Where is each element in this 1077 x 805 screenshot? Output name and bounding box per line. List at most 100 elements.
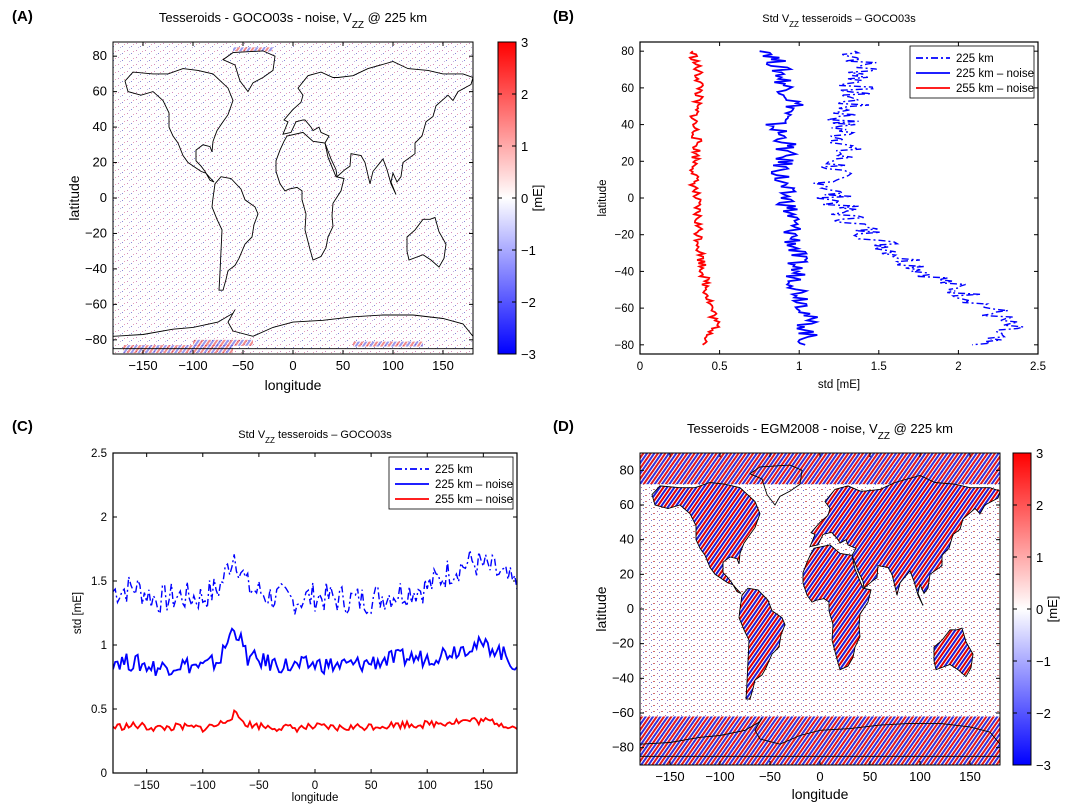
chart-b-legend xyxy=(909,45,1035,99)
chart-a-colorbar-tick-label: −1 xyxy=(521,243,536,258)
chart-b-title: Std VZZ tesseroids – GOCO03s xyxy=(762,13,916,29)
chart-a-ytick-label: −60 xyxy=(85,296,107,311)
chart-a-coastline xyxy=(124,68,234,183)
chart-b-series-line-1 xyxy=(759,50,820,346)
chart-a-ytick-label: −40 xyxy=(85,261,107,276)
chart-d-ytick-label: 20 xyxy=(620,566,634,581)
chart-d-coastline xyxy=(802,544,872,671)
panel-label-a: (A) xyxy=(12,8,33,25)
chart-c-frame xyxy=(112,452,518,774)
panel-label-d: (D) xyxy=(553,418,574,435)
chart-b-xtick-label: 2 xyxy=(955,361,961,373)
chart-d-ytick-label: −40 xyxy=(612,670,634,685)
chart-d-ytick-label: 0 xyxy=(627,601,634,616)
chart-d-colorbar-tick-label: −3 xyxy=(1036,758,1051,773)
chart-d-ylabel: latitude xyxy=(593,586,609,631)
chart-b-xtick-label: 0 xyxy=(637,361,643,373)
chart-b-legend-label-2: 255 km – noise xyxy=(956,83,1034,95)
chart-d-colorbar-tick-label: 2 xyxy=(1036,498,1043,513)
chart-d-ytick-label: −80 xyxy=(612,740,634,755)
chart-b-xtick-label: 1 xyxy=(796,361,802,373)
chart-d-xtick-label: −150 xyxy=(655,769,684,784)
chart-d-colorbar-tick-label: 1 xyxy=(1036,550,1043,565)
chart-a-colorbar-tick-label: 2 xyxy=(521,87,528,102)
chart-c-plot-area xyxy=(113,550,517,734)
chart-d-south-stripes xyxy=(640,716,1000,765)
chart-c-xtick-label: 0 xyxy=(312,780,318,792)
chart-a-ytick-label: −80 xyxy=(85,332,107,347)
chart-b-ytick-label: −60 xyxy=(614,303,634,315)
chart-c-series-line-1 xyxy=(113,627,517,677)
chart-c-title: Std VZZ tesseroids – GOCO03s xyxy=(238,429,392,445)
chart-c-ytick-label: 2.5 xyxy=(91,448,107,460)
chart-b-legend-label-0: 225 km xyxy=(956,53,994,65)
chart-d-xtick-label: −50 xyxy=(759,769,781,784)
chart-a-xtick-label: 100 xyxy=(382,358,404,373)
chart-b-ytick-label: −40 xyxy=(614,266,634,278)
chart-c-series-line-0 xyxy=(113,550,517,616)
chart-a-xtick-label: −150 xyxy=(128,358,157,373)
chart-a-xtick-label: 150 xyxy=(432,358,454,373)
chart-a-ytick-label: 0 xyxy=(100,190,107,205)
chart-a-coastline xyxy=(275,131,345,261)
chart-d-colorbar-label: [mE] xyxy=(1045,596,1060,623)
chart-d-north-stripes xyxy=(640,453,1000,485)
chart-a-ytick-label: −20 xyxy=(85,225,107,240)
chart-c-xlabel: longitude xyxy=(292,792,339,804)
chart-d-xtick-label: 50 xyxy=(863,769,877,784)
chart-d-ytick-label: −60 xyxy=(612,705,634,720)
chart-d-xlabel: longitude xyxy=(792,786,849,802)
chart-a-coastline xyxy=(113,309,473,350)
chart-b-frame xyxy=(639,41,1039,355)
chart-d-coastline xyxy=(749,464,803,506)
chart-b-ytick-label: −20 xyxy=(614,230,634,242)
chart-a-ytick-label: 60 xyxy=(93,84,107,99)
chart-d-xtick-label: 150 xyxy=(959,769,981,784)
chart-b-xtick-label: 2.5 xyxy=(1030,361,1046,373)
chart-b-ytick-label: 80 xyxy=(621,46,634,58)
chart-a-xtick-label: 50 xyxy=(336,358,350,373)
chart-c-xtick-label: 50 xyxy=(365,780,378,792)
chart-c-legend-label-1: 225 km – noise xyxy=(435,479,513,491)
chart-c-ytick-label: 0.5 xyxy=(91,704,107,716)
chart-a-polar-noise xyxy=(353,341,423,347)
chart-a-colorbar-tick-label: −3 xyxy=(521,347,536,362)
chart-a-coastline xyxy=(282,61,473,195)
chart-b-ytick-label: −80 xyxy=(614,340,634,352)
chart-d-ytick-label: −20 xyxy=(612,636,634,651)
chart-b-ylabel: latitude xyxy=(597,179,609,216)
chart-c-ytick-label: 2 xyxy=(101,512,107,524)
chart-d-ytick-label: 40 xyxy=(620,532,634,547)
chart-a-coastline xyxy=(222,50,276,93)
chart-a-polar-noise xyxy=(193,339,253,346)
chart-c-series-line-2 xyxy=(113,709,517,734)
chart-a-xlabel: longitude xyxy=(265,377,322,393)
chart-a-colorbar-tick-label: 3 xyxy=(521,35,528,50)
chart-d-xtick-label: 0 xyxy=(816,769,823,784)
chart-a-xtick-label: −100 xyxy=(178,358,207,373)
chart-d-colorbar-tick-label: −2 xyxy=(1036,706,1051,721)
chart-a-xtick-label: 0 xyxy=(289,358,296,373)
chart-b-legend-label-1: 225 km – noise xyxy=(956,68,1034,80)
chart-b-ytick-label: 20 xyxy=(621,156,634,168)
chart-c-legend-label-0: 225 km xyxy=(435,464,473,476)
chart-a-xtick-label: −50 xyxy=(232,358,254,373)
chart-b-xtick-label: 0.5 xyxy=(712,361,728,373)
chart-c-xtick-label: −100 xyxy=(190,780,216,792)
chart-d-coastline xyxy=(933,627,974,678)
chart-d-colorbar-tick-label: 3 xyxy=(1036,446,1043,461)
chart-d-map-area xyxy=(640,453,1000,765)
chart-c-ytick-label: 0 xyxy=(101,768,107,780)
chart-c-ytick-label: 1.5 xyxy=(91,576,107,588)
chart-c-xtick-label: 150 xyxy=(474,780,493,792)
chart-c-xtick-label: 100 xyxy=(418,780,437,792)
chart-a-ytick-label: 20 xyxy=(93,155,107,170)
chart-d-coastline xyxy=(738,587,786,700)
chart-a-ytick-label: 80 xyxy=(93,48,107,63)
chart-b-ytick-label: 40 xyxy=(621,120,634,132)
chart-a-ylabel: latitude xyxy=(66,175,82,220)
chart-a-field-background xyxy=(113,42,473,354)
chart-c-xtick-label: −50 xyxy=(249,780,269,792)
chart-b-plot-area xyxy=(687,50,1024,346)
chart-d-coastline xyxy=(651,482,761,594)
